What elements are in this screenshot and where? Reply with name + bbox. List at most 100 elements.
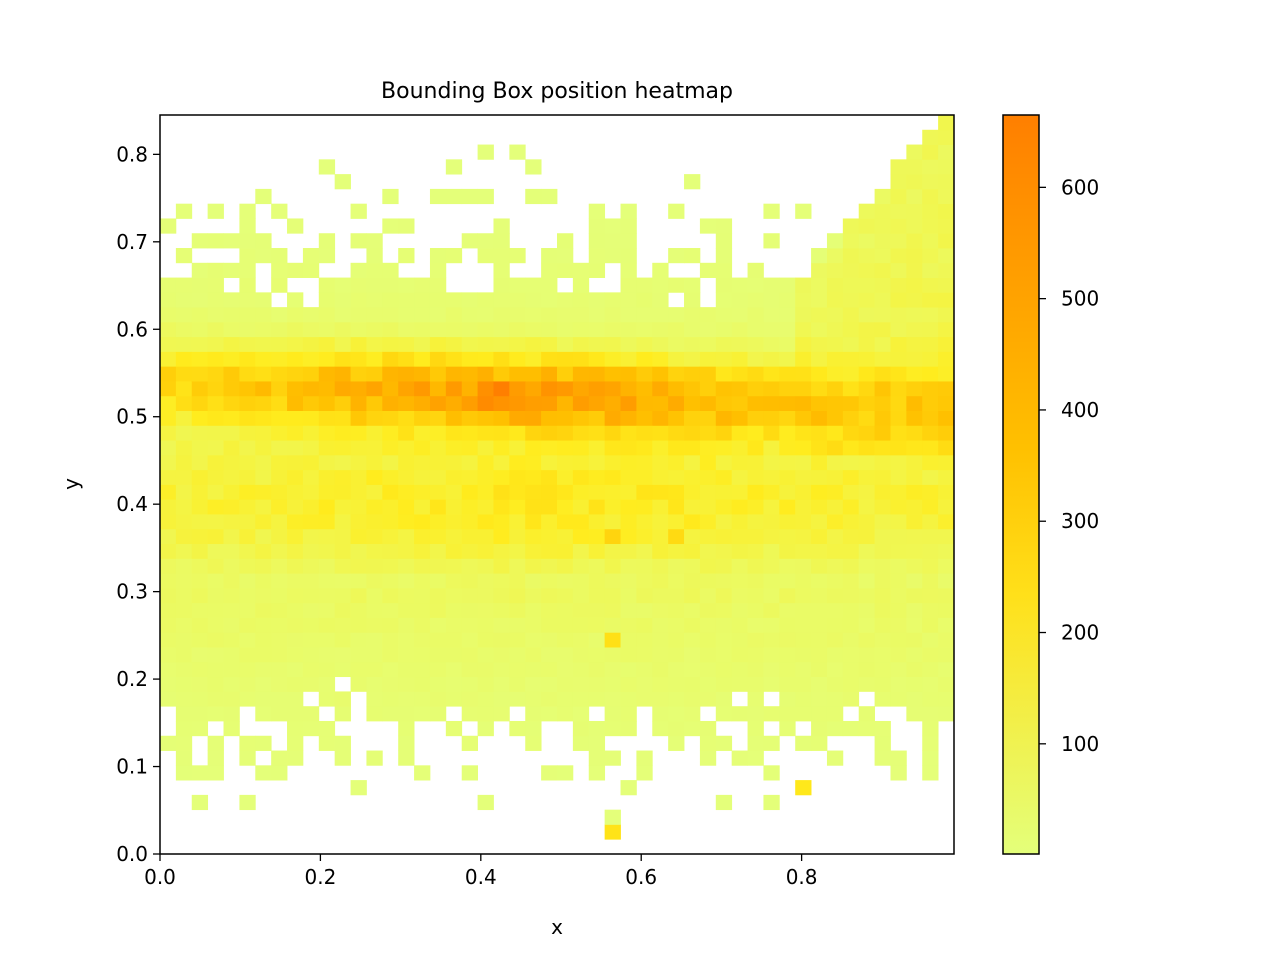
heatmap-cell	[858, 425, 875, 441]
heatmap-cell	[874, 277, 891, 293]
heatmap-cell	[525, 661, 542, 678]
heatmap-cell	[509, 410, 526, 426]
heatmap-cell	[525, 366, 542, 382]
heatmap-cell	[588, 735, 606, 751]
heatmap-cell	[382, 321, 399, 338]
heatmap-cell	[795, 410, 812, 426]
heatmap-cell	[398, 381, 415, 397]
heatmap-cell	[477, 543, 494, 559]
heatmap-cell	[557, 765, 574, 781]
heatmap-cell	[922, 425, 939, 441]
heatmap-cell	[429, 558, 447, 574]
heatmap-cell	[207, 484, 224, 500]
heatmap-cell	[779, 351, 796, 367]
heatmap-cell	[826, 233, 844, 249]
heatmap-cell	[604, 292, 621, 308]
heatmap-cell	[874, 735, 891, 751]
heatmap-cell	[398, 632, 415, 648]
heatmap-cell	[207, 454, 224, 471]
heatmap-cell	[922, 410, 939, 426]
heatmap-cell	[588, 395, 606, 411]
heatmap-cell	[398, 573, 415, 589]
heatmap-cell	[509, 277, 526, 293]
heatmap-cell	[699, 395, 717, 411]
heatmap-cell	[874, 440, 891, 456]
heatmap-cell	[747, 469, 764, 485]
heatmap-cell	[493, 410, 510, 426]
heatmap-cell	[493, 292, 510, 308]
heatmap-cell	[239, 661, 256, 678]
heatmap-cell	[477, 676, 494, 692]
heatmap-cell	[811, 262, 828, 278]
heatmap-cell	[541, 573, 558, 589]
heatmap-cell	[541, 691, 558, 707]
heatmap-cell	[763, 203, 780, 219]
heatmap-cell	[795, 514, 812, 530]
heatmap-cell	[684, 277, 701, 293]
heatmap-cell	[366, 514, 383, 530]
heatmap-cell	[477, 410, 494, 426]
heatmap-cell	[334, 514, 351, 530]
heatmap-cell	[715, 647, 733, 663]
heatmap-cell	[160, 454, 177, 471]
heatmap-cell	[620, 691, 637, 707]
heatmap-cell	[826, 676, 844, 692]
heatmap-cell	[858, 440, 875, 456]
heatmap-cell	[429, 573, 447, 589]
heatmap-cell	[271, 587, 288, 604]
heatmap-cell	[604, 248, 621, 264]
heatmap-cell	[699, 307, 717, 323]
heatmap-cell	[160, 425, 177, 441]
heatmap-cell	[461, 440, 478, 456]
heatmap-cell	[874, 558, 891, 574]
heatmap-cell	[493, 454, 510, 471]
heatmap-cell	[541, 676, 558, 692]
heatmap-cell	[557, 484, 574, 500]
heatmap-cell	[922, 676, 939, 692]
heatmap-cell	[255, 381, 272, 397]
heatmap-cell	[223, 514, 240, 530]
heatmap-cell	[826, 587, 844, 604]
heatmap-cell	[699, 573, 717, 589]
heatmap-cell	[620, 292, 637, 308]
heatmap-cell	[477, 499, 494, 515]
heatmap-cell	[541, 647, 558, 663]
heatmap-cell	[795, 292, 812, 308]
heatmap-cell	[382, 262, 399, 278]
heatmap-cell	[731, 454, 748, 471]
heatmap-cell	[604, 514, 621, 530]
heatmap-cell	[302, 528, 320, 545]
heatmap-cell	[922, 558, 939, 574]
heatmap-cell	[557, 395, 574, 411]
heatmap-cell	[175, 203, 193, 219]
heatmap-cell	[620, 647, 637, 663]
heatmap-cell	[398, 602, 415, 618]
heatmap-cell	[366, 558, 383, 574]
heatmap-cell	[271, 514, 288, 530]
heatmap-cell	[160, 277, 177, 293]
colorbar-tick-label: 200	[1061, 621, 1099, 645]
heatmap-cell	[842, 233, 860, 249]
heatmap-cell	[731, 440, 748, 456]
heatmap-cell	[572, 395, 590, 411]
heatmap-cell	[525, 528, 542, 545]
heatmap-cell	[922, 381, 939, 397]
heatmap-cell	[271, 454, 288, 471]
heatmap-cell	[239, 321, 256, 338]
heatmap-cell	[334, 573, 351, 589]
heatmap-cell	[207, 587, 224, 604]
heatmap-cell	[255, 321, 272, 338]
heatmap-cell	[811, 691, 828, 707]
heatmap-cell	[842, 691, 860, 707]
heatmap-cell	[938, 558, 955, 574]
heatmap-cell	[922, 469, 939, 485]
heatmap-cell	[255, 558, 272, 574]
heatmap-cell	[588, 528, 606, 545]
heatmap-cell	[684, 425, 701, 441]
heatmap-cell	[763, 440, 780, 456]
heatmap-cell	[525, 632, 542, 648]
heatmap-cell	[271, 440, 288, 456]
heatmap-cell	[207, 366, 224, 382]
heatmap-cell	[461, 336, 478, 352]
heatmap-cell	[763, 425, 780, 441]
